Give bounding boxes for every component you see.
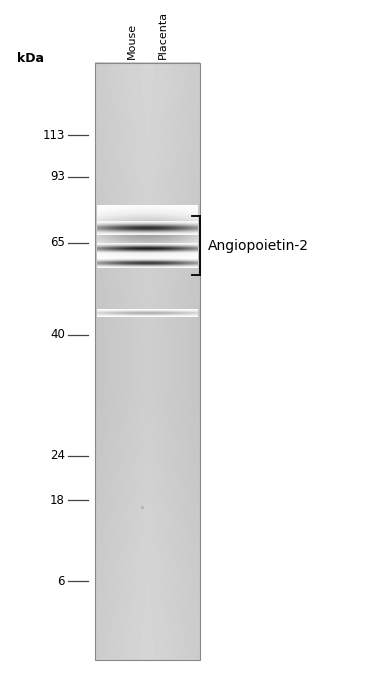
Text: 18: 18	[50, 494, 65, 507]
Text: Placenta: Placenta	[158, 11, 168, 59]
Text: 24: 24	[50, 449, 65, 462]
Text: 65: 65	[50, 236, 65, 249]
Text: Angiopoietin-2: Angiopoietin-2	[208, 239, 309, 253]
Text: Mouse: Mouse	[127, 23, 137, 59]
Text: 113: 113	[42, 129, 65, 142]
Bar	[95, 63, 200, 660]
Text: 6: 6	[58, 575, 65, 588]
Text: kDa: kDa	[17, 51, 44, 64]
Text: 40: 40	[50, 328, 65, 341]
Text: 93: 93	[50, 170, 65, 183]
